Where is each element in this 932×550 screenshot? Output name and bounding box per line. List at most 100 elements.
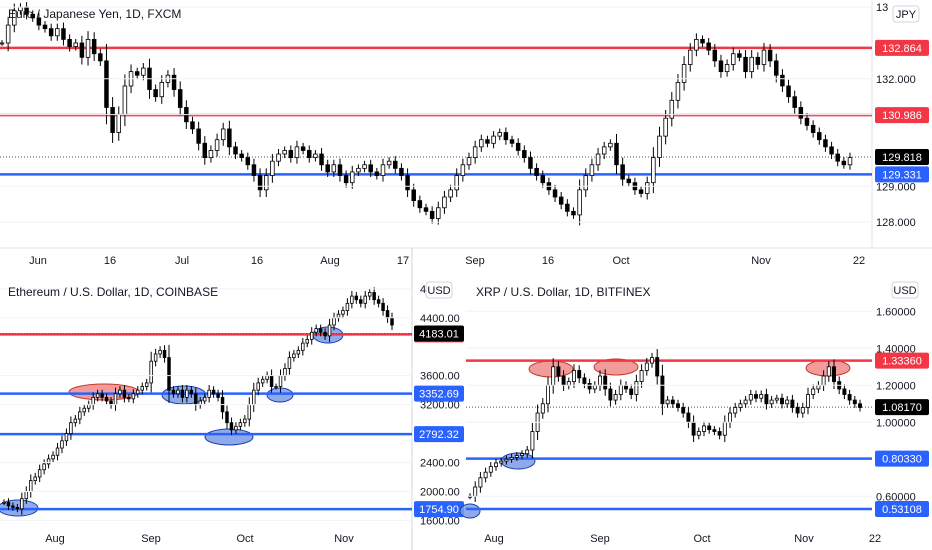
candle-body xyxy=(472,146,478,159)
candle-body xyxy=(393,160,398,169)
candle-body xyxy=(274,386,278,388)
candle-body xyxy=(852,399,857,405)
candle-body xyxy=(158,349,162,355)
ethusd-panel[interactable]: 4 4400.00 3600.00 3200.00 2400.00 2000.00 1600… xyxy=(0,248,464,550)
candle-body xyxy=(269,375,274,387)
candle-body xyxy=(24,491,29,500)
candle-body xyxy=(525,449,530,455)
last-price-tag xyxy=(875,399,929,416)
time-axis: Aug Sep Oct Nov 22 xyxy=(484,533,881,545)
price-tick-label: 1.40000 xyxy=(876,343,916,355)
price-tick-label: 129.000 xyxy=(876,181,916,193)
candle-body xyxy=(509,457,514,460)
candle-body xyxy=(638,189,644,194)
candle-body xyxy=(717,431,722,436)
candle-body xyxy=(0,42,5,45)
candle-body xyxy=(618,384,623,395)
candle-body xyxy=(149,360,153,384)
candle-body xyxy=(466,157,472,166)
candle-body xyxy=(473,486,478,497)
price-tag xyxy=(875,166,929,183)
candle-body xyxy=(314,328,318,333)
candle-body xyxy=(583,175,589,191)
candle-body xyxy=(743,399,748,405)
candle-body xyxy=(503,132,509,141)
candle-body xyxy=(305,339,310,344)
candle-body xyxy=(104,396,109,402)
candle-body xyxy=(256,382,260,391)
candle-body xyxy=(509,139,515,144)
candle-body xyxy=(479,139,484,148)
candle-body xyxy=(696,431,701,436)
candle-body xyxy=(162,349,167,358)
currency-label: JPY xyxy=(896,9,917,21)
candle-body xyxy=(100,393,104,398)
candle-body xyxy=(718,60,724,73)
candle-body xyxy=(33,476,37,481)
candle-body xyxy=(601,146,607,155)
candle-body xyxy=(233,146,238,155)
candle-body xyxy=(367,292,372,297)
resistance-touch-marker xyxy=(528,360,574,378)
candle-body xyxy=(270,160,275,176)
candle-body xyxy=(91,396,95,406)
candle-body xyxy=(774,397,779,401)
candle-body xyxy=(61,28,66,40)
time-tick-label: Oct xyxy=(236,533,253,545)
candle-body xyxy=(759,394,764,399)
candle-body xyxy=(769,399,774,405)
candle-body xyxy=(356,167,361,173)
candle-body xyxy=(177,89,183,108)
candle-body xyxy=(386,160,392,166)
candle-body xyxy=(307,150,312,159)
last-price-label: 4183.01 xyxy=(419,328,459,340)
candle-body xyxy=(494,462,498,468)
price-tag-label: 130.986 xyxy=(882,110,922,122)
price-tag xyxy=(414,501,464,518)
candle-body xyxy=(208,150,214,159)
candle-body xyxy=(82,407,87,413)
candle-body xyxy=(608,388,613,401)
currency-button[interactable] xyxy=(891,281,919,299)
candle-body xyxy=(528,157,533,169)
candle-body xyxy=(385,310,390,319)
price-tag xyxy=(875,107,929,124)
candle-body xyxy=(211,389,216,395)
price-tag xyxy=(414,426,464,443)
candle-body xyxy=(700,39,705,44)
candle-body xyxy=(764,394,769,405)
candle-body xyxy=(795,407,800,414)
candle-body xyxy=(660,375,665,405)
candle-body xyxy=(639,370,644,382)
price-tick-label: 0.60000 xyxy=(876,491,916,503)
candle-body xyxy=(754,394,758,399)
currency-button[interactable] xyxy=(892,5,920,23)
candle-body xyxy=(565,203,570,212)
candle-body xyxy=(176,389,180,395)
candle-body xyxy=(733,407,738,414)
time-tick-label: Oct xyxy=(693,533,710,545)
candle-body xyxy=(185,389,189,398)
candle-body xyxy=(614,142,619,166)
candle-body xyxy=(51,454,55,460)
candle-body xyxy=(655,357,660,377)
candle-body xyxy=(341,310,345,315)
candle-body xyxy=(817,132,822,141)
currency-label: USD xyxy=(427,285,450,297)
candle-body xyxy=(48,28,54,37)
currency-button[interactable] xyxy=(425,281,453,299)
xrpusd-panel[interactable]: 1.60000 1.40000 1.20000 1.00000 0.60000 Aug S… xyxy=(459,281,929,545)
candle-body xyxy=(504,458,509,462)
candle-body xyxy=(67,39,72,47)
candle-body xyxy=(491,135,496,144)
price-tag-label: 1754.90 xyxy=(419,504,459,516)
candle-body xyxy=(650,357,654,364)
candle-body xyxy=(577,189,582,216)
candle-body xyxy=(749,56,754,73)
candle-body xyxy=(748,394,753,401)
price-tag-label: 0.53108 xyxy=(882,504,922,516)
candle-body xyxy=(707,425,712,431)
candle-body xyxy=(368,164,373,173)
candle-body xyxy=(202,142,208,159)
